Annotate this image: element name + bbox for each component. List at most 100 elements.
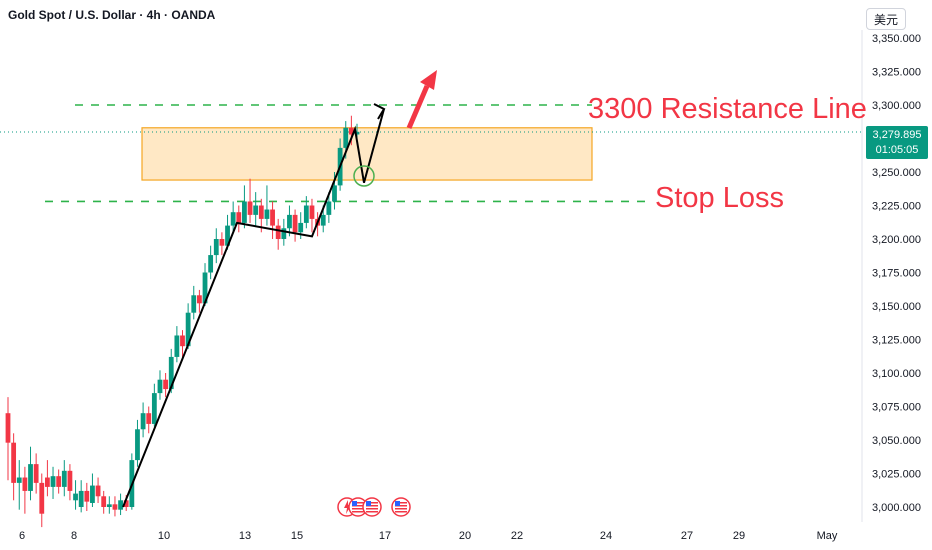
candle-body	[106, 504, 112, 507]
candle-body	[112, 504, 118, 510]
x-tick-label: 10	[158, 530, 170, 542]
candle-body	[236, 212, 242, 223]
candle-body	[16, 477, 22, 483]
candle-body	[157, 379, 163, 394]
candle-body	[73, 493, 78, 501]
y-tick-label: 3,050.000	[872, 435, 921, 447]
us-flag-event-icon[interactable]	[362, 497, 382, 517]
y-tick-label: 3,300.000	[872, 100, 921, 112]
candle-body	[332, 185, 337, 202]
y-tick-label: 3,325.000	[872, 67, 921, 79]
x-tick-label: 13	[239, 530, 251, 542]
candle-body	[247, 201, 253, 215]
candle-body	[253, 205, 259, 215]
y-tick-label: 3,225.000	[872, 201, 921, 213]
chart-title: Gold Spot / U.S. Dollar · 4h · OANDA	[8, 8, 216, 22]
candle-body	[185, 312, 191, 347]
candle-body	[95, 485, 101, 497]
candle-body	[242, 201, 247, 223]
candle-body	[264, 209, 270, 219]
x-tick-label: 22	[511, 530, 523, 542]
retest-circle	[353, 165, 375, 187]
candle-body	[67, 470, 73, 491]
us-flag-event-icon[interactable]	[391, 497, 411, 517]
candle-body	[33, 464, 39, 483]
current-price-value: 3,279.895	[872, 129, 922, 141]
breakout-arrow-head	[420, 70, 437, 90]
candle-body	[292, 214, 298, 233]
x-tick-label: 17	[379, 530, 391, 542]
candle-body	[5, 413, 11, 443]
x-tick-label: May	[817, 530, 838, 542]
x-tick-label: 27	[681, 530, 693, 542]
candle-body	[135, 429, 140, 461]
candle-body	[258, 205, 264, 219]
stop-loss-label: Stop Loss	[655, 182, 784, 214]
x-tick-label: 24	[600, 530, 612, 542]
candle-body	[84, 490, 90, 502]
candle-body	[326, 201, 332, 215]
candle-body	[50, 476, 56, 487]
candle-body	[354, 131, 360, 135]
candle-body	[78, 490, 84, 507]
candle-body	[180, 335, 185, 347]
bar-countdown: 01:05:05	[875, 144, 919, 156]
candle-body	[225, 225, 230, 246]
candle-body	[168, 356, 174, 390]
candle-body	[202, 272, 208, 304]
y-tick-label: 3,125.000	[872, 335, 921, 347]
candle-body	[101, 496, 107, 507]
candle-body	[151, 393, 157, 424]
y-tick-label: 3,000.000	[872, 502, 921, 514]
x-tick-label: 15	[291, 530, 303, 542]
candle-body	[348, 127, 354, 135]
candle-body	[309, 205, 315, 219]
candle-body	[298, 222, 304, 233]
candle-body	[303, 205, 309, 223]
candle-body	[118, 500, 123, 510]
y-tick-label: 3,250.000	[872, 167, 921, 179]
x-tick-label: 29	[733, 530, 745, 542]
candle-body	[90, 485, 95, 503]
candle-body	[39, 482, 45, 514]
y-tick-label: 3,025.000	[872, 469, 921, 481]
candle-body	[140, 413, 146, 430]
candle-body	[146, 413, 152, 424]
x-tick-label: 20	[459, 530, 471, 542]
candle-body	[230, 212, 236, 226]
currency-button[interactable]: 美元	[866, 8, 906, 30]
candle-body	[281, 228, 287, 239]
y-tick-label: 3,075.000	[872, 402, 921, 414]
resistance-label: 3300 Resistance Line	[588, 93, 867, 125]
candle-body	[123, 500, 129, 507]
candle-body	[11, 442, 17, 483]
candle-body	[174, 335, 180, 357]
candle-body	[196, 295, 202, 304]
candle-body	[287, 214, 292, 229]
breakout-arrow-shaft	[406, 85, 430, 129]
candle-body	[275, 225, 281, 239]
path-arrowhead	[373, 103, 386, 120]
candle-body	[270, 209, 275, 226]
candle-body	[61, 470, 67, 487]
candle-body	[191, 295, 197, 313]
candle-body	[56, 476, 62, 487]
candle-body	[320, 214, 326, 226]
y-tick-label: 3,100.000	[872, 368, 921, 380]
y-tick-label: 3,350.000	[872, 33, 921, 45]
current-price-label: 3,279.895 01:05:05	[866, 126, 928, 159]
candle-body	[28, 464, 33, 491]
candle-body	[45, 477, 50, 487]
y-tick-label: 3,200.000	[872, 234, 921, 246]
candle-body	[22, 477, 28, 491]
x-tick-label: 8	[71, 530, 77, 542]
candle-body	[343, 127, 349, 148]
projection-path	[122, 108, 385, 508]
y-tick-label: 3,150.000	[872, 301, 921, 313]
candle-body	[213, 239, 219, 256]
y-tick-label: 3,175.000	[872, 268, 921, 280]
candle-body	[208, 255, 214, 273]
x-tick-label: 6	[19, 530, 25, 542]
candle-body	[163, 379, 169, 390]
